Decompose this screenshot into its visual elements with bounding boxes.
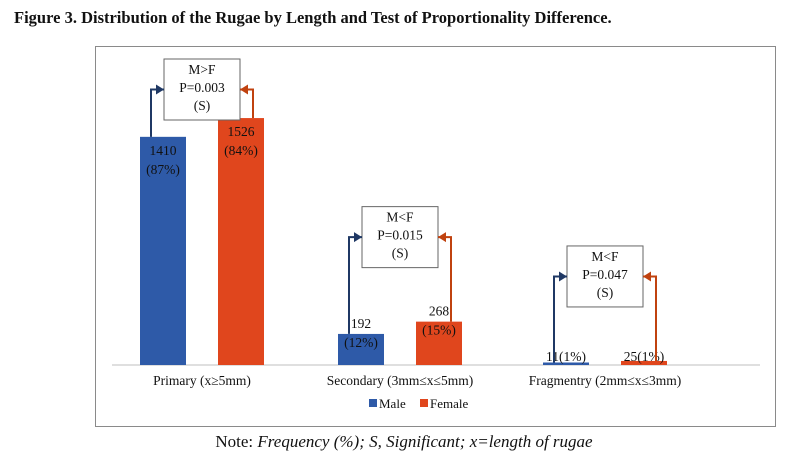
legend-swatch-female — [420, 399, 428, 407]
arrow-head-male-3 — [559, 271, 567, 282]
note-text: Frequency (%); S, Significant; x=length … — [257, 432, 593, 451]
data-label-female-1: 1526 — [228, 124, 255, 139]
data-label-male-2: 192 — [351, 316, 371, 331]
test-label-3: (S) — [597, 285, 614, 300]
bar-female-3 — [621, 360, 667, 365]
legend-swatch-male — [369, 399, 377, 407]
arrow-female-1 — [240, 88, 254, 119]
test-label-3: M<F — [591, 249, 619, 264]
test-label-2: M<F — [386, 210, 414, 225]
data-label-male-2: (12%) — [344, 335, 378, 350]
test-label-2: (S) — [392, 246, 409, 261]
test-label-1: P=0.003 — [179, 80, 225, 95]
data-label-female-2: 268 — [429, 304, 450, 319]
test-label-1: (S) — [194, 98, 211, 113]
arrow-head-female-1 — [240, 84, 248, 95]
arrow-head-female-2 — [438, 232, 446, 243]
bar-female-2 — [416, 321, 462, 365]
data-label-male-1: 1410 — [150, 143, 177, 158]
x-tick-label-2: Secondary (3mm≤x≤5mm) — [327, 373, 473, 388]
legend-label-female: Female — [430, 396, 468, 411]
arrow-head-male-2 — [354, 232, 362, 243]
note-prefix: Note: — [215, 432, 258, 451]
bar-male-3 — [543, 362, 589, 365]
x-tick-label-3: Fragmentry (2mm≤x≤3mm) — [529, 373, 681, 388]
arrow-male-1 — [150, 88, 164, 137]
bar-female-1 — [218, 118, 264, 365]
figure-note: Note: Frequency (%); S, Significant; x=l… — [0, 432, 808, 452]
arrow-head-male-1 — [156, 84, 164, 95]
data-label-female-2: (15%) — [422, 323, 456, 338]
bar-male-2 — [338, 333, 384, 365]
data-label-female-3: 25(1%) — [624, 349, 665, 364]
legend-label-male: Male — [379, 396, 406, 411]
chart-frame — [95, 46, 776, 427]
test-label-3: P=0.047 — [582, 267, 628, 282]
bar-male-1 — [140, 136, 186, 365]
x-tick-label-1: Primary (x≥5mm) — [153, 373, 251, 388]
test-box-2 — [361, 206, 439, 269]
figure-title: Figure 3. Distribution of the Rugae by L… — [14, 8, 612, 27]
data-label-female-1: (84%) — [224, 143, 258, 158]
arrow-head-female-3 — [643, 271, 651, 282]
data-label-male-1: (87%) — [146, 162, 180, 177]
test-label-1: M>F — [188, 62, 216, 77]
test-label-2: P=0.015 — [377, 228, 423, 243]
data-label-male-3: 11(1%) — [546, 349, 586, 364]
